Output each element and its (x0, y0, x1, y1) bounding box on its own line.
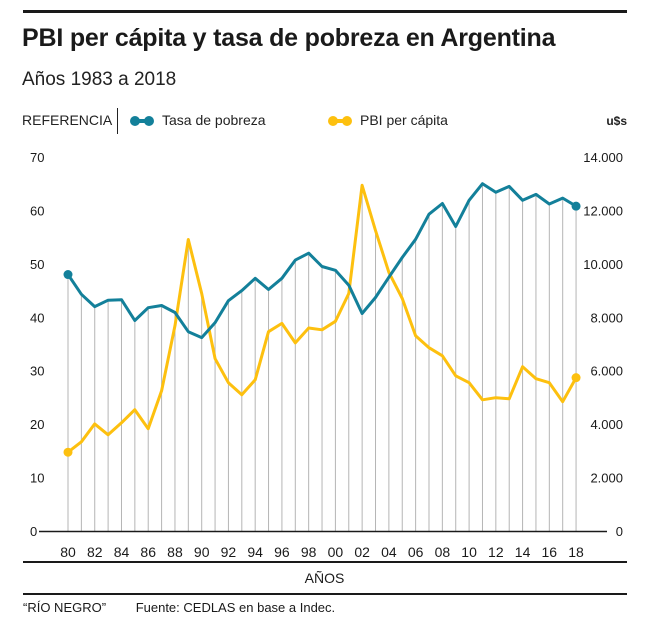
x-axis-title: AÑOS (304, 570, 345, 586)
x-tick-label: 90 (194, 544, 210, 560)
legend-divider (117, 108, 118, 134)
x-tick-label: 84 (114, 544, 130, 560)
x-axis-title-rule-bottom (23, 593, 627, 595)
series-end-point (571, 201, 581, 211)
x-tick-label: 04 (381, 544, 397, 560)
chart-subtitle: Años 1983 a 2018 (22, 69, 177, 90)
x-tick-label: 02 (354, 544, 370, 560)
y-left-tick-label: 10 (30, 471, 44, 486)
y-right-tick-label: 12.000 (583, 203, 623, 218)
gridlines (67, 183, 577, 531)
x-axis: 80 82 84 86 88 90 92 94 96 98 00 02 04 06 08 10 12 14 16 18 (39, 530, 607, 560)
x-tick-label: 06 (408, 544, 424, 560)
left-axis-ticks: 0 10 20 30 40 50 60 70 (30, 150, 44, 539)
x-tick-label: 82 (87, 544, 103, 560)
x-tick-label: 80 (60, 544, 76, 560)
chart-title: PBI per cápita y tasa de pobreza en Arge… (22, 24, 556, 52)
series-start-point (63, 447, 73, 457)
y-right-tick-label: 8.000 (590, 310, 623, 325)
y-right-tick-label: 10.000 (583, 257, 623, 272)
series-line-pbi-per-capita (66, 183, 578, 454)
y-left-tick-label: 60 (30, 203, 44, 218)
x-tick-label: 92 (221, 544, 237, 560)
credit: “RÍO NEGRO” (23, 600, 107, 615)
x-tick-label: 94 (247, 544, 263, 560)
y-left-tick-label: 70 (30, 150, 44, 165)
y-left-tick-label: 40 (30, 310, 44, 325)
source-note: Fuente: CEDLAS en base a Indec. (135, 600, 336, 615)
x-tick-label: 16 (542, 544, 558, 560)
y-left-tick-label: 20 (30, 417, 44, 432)
series-lines (63, 182, 581, 457)
y-left-tick-label: 30 (30, 364, 44, 379)
series-end-point (571, 373, 581, 383)
y-right-tick-label: 14.000 (583, 150, 623, 165)
x-tick-label: 08 (435, 544, 451, 560)
top-rule (23, 10, 627, 13)
x-tick-label: 18 (568, 544, 584, 560)
legend-label: REFERENCIA (22, 112, 113, 128)
x-tick-label: 10 (461, 544, 477, 560)
y-right-tick-label: 0 (616, 524, 623, 539)
x-tick-label: 96 (274, 544, 290, 560)
legend-item-pobreza: Tasa de pobreza (130, 112, 266, 128)
line-dot-marker-icon (328, 116, 352, 126)
x-tick-label: 98 (301, 544, 317, 560)
x-tick-label: 88 (167, 544, 183, 560)
line-chart: 0 10 20 30 40 50 60 70 0 2.000 4.000 6.000 8.000 10.… (30, 150, 623, 560)
x-tick-label: 12 (488, 544, 504, 560)
x-tick-label: 86 (140, 544, 156, 560)
y-left-tick-label: 50 (30, 257, 44, 272)
line-dot-marker-icon (130, 116, 154, 126)
y-right-tick-label: 6.000 (590, 364, 623, 379)
series-start-point (63, 270, 73, 280)
legend: REFERENCIA Tasa de pobreza PBI per cápit… (22, 108, 627, 134)
x-tick-label: 14 (515, 544, 531, 560)
legend-item-pbi: PBI per cápita (328, 112, 448, 128)
y-right-tick-label: 2.000 (590, 471, 623, 486)
footer: “RÍO NEGRO” Fuente: CEDLAS en base a Ind… (23, 600, 335, 615)
y-left-tick-label: 0 (30, 524, 37, 539)
right-axis-ticks: 0 2.000 4.000 6.000 8.000 10.000 12.000 14.000 (583, 150, 623, 539)
x-axis-title-rule-top (23, 561, 627, 563)
right-axis-unit: u$s (606, 114, 627, 128)
x-tick-label: 00 (328, 544, 344, 560)
legend-item-label: Tasa de pobreza (162, 112, 266, 128)
series-line-tasa-de-pobreza (66, 182, 578, 340)
legend-item-label: PBI per cápita (360, 112, 448, 128)
y-right-tick-label: 4.000 (590, 417, 623, 432)
